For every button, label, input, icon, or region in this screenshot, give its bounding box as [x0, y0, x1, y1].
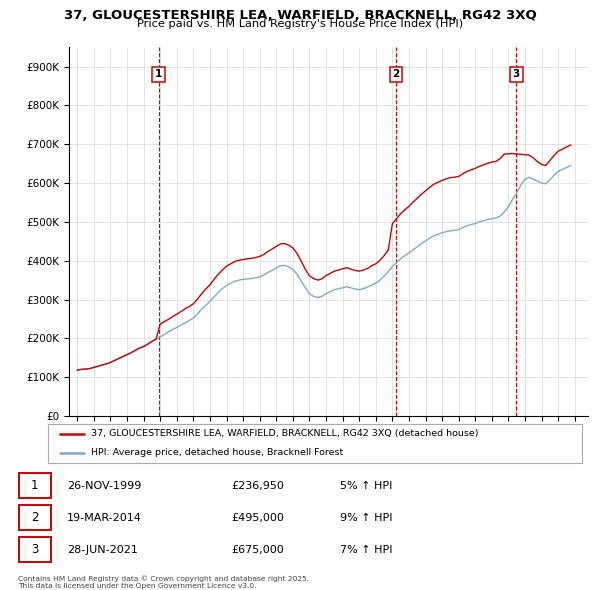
FancyBboxPatch shape [19, 473, 50, 498]
Text: Contains HM Land Registry data © Crown copyright and database right 2025.
This d: Contains HM Land Registry data © Crown c… [18, 575, 309, 589]
FancyBboxPatch shape [19, 505, 50, 530]
Text: £675,000: £675,000 [231, 545, 284, 555]
Text: HPI: Average price, detached house, Bracknell Forest: HPI: Average price, detached house, Brac… [91, 448, 343, 457]
Text: 1: 1 [31, 479, 38, 492]
Text: 9% ↑ HPI: 9% ↑ HPI [340, 513, 393, 523]
FancyBboxPatch shape [19, 537, 50, 562]
Text: 2: 2 [392, 70, 400, 80]
Text: 2: 2 [31, 511, 38, 524]
Text: £495,000: £495,000 [231, 513, 284, 523]
Text: 26-NOV-1999: 26-NOV-1999 [67, 481, 141, 490]
Text: 3: 3 [31, 543, 38, 556]
Text: 37, GLOUCESTERSHIRE LEA, WARFIELD, BRACKNELL, RG42 3XQ (detached house): 37, GLOUCESTERSHIRE LEA, WARFIELD, BRACK… [91, 430, 478, 438]
Text: 37, GLOUCESTERSHIRE LEA, WARFIELD, BRACKNELL, RG42 3XQ: 37, GLOUCESTERSHIRE LEA, WARFIELD, BRACK… [64, 9, 536, 22]
Text: Price paid vs. HM Land Registry's House Price Index (HPI): Price paid vs. HM Land Registry's House … [137, 19, 463, 30]
Text: £236,950: £236,950 [231, 481, 284, 490]
Text: 3: 3 [513, 70, 520, 80]
Text: 7% ↑ HPI: 7% ↑ HPI [340, 545, 393, 555]
Text: 5% ↑ HPI: 5% ↑ HPI [340, 481, 392, 490]
Text: 28-JUN-2021: 28-JUN-2021 [67, 545, 137, 555]
Text: 1: 1 [155, 70, 162, 80]
Text: 19-MAR-2014: 19-MAR-2014 [67, 513, 142, 523]
